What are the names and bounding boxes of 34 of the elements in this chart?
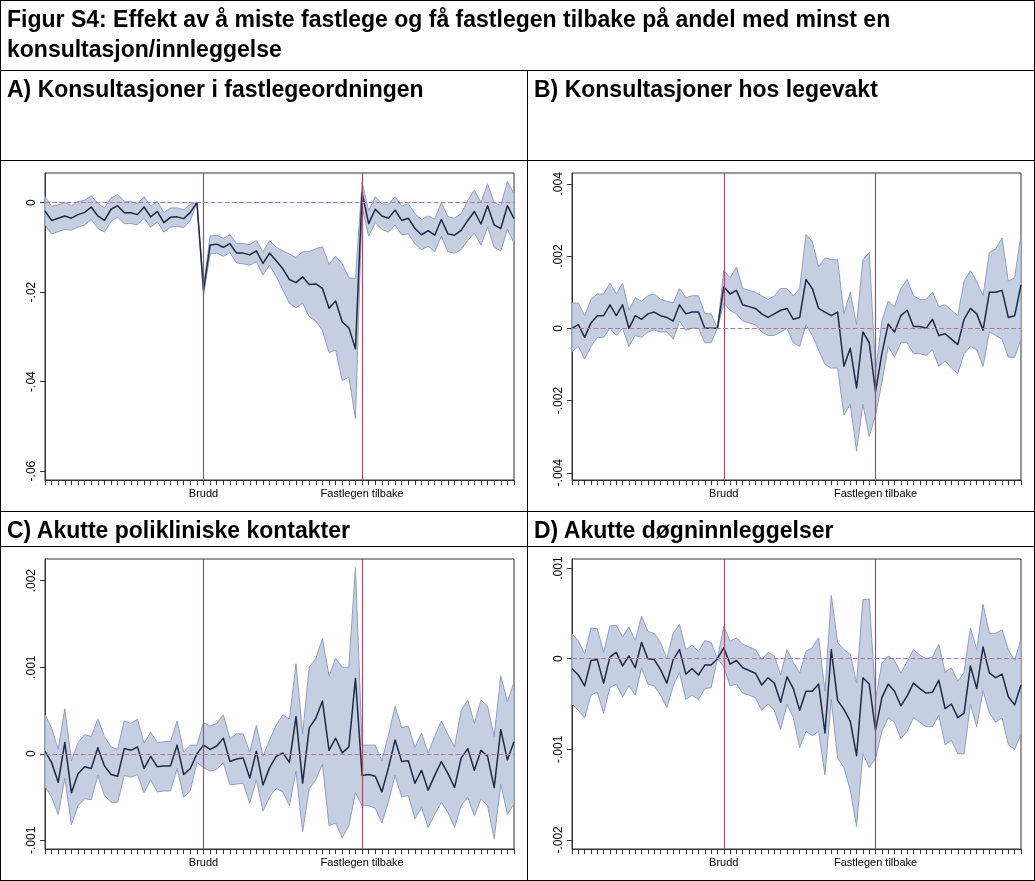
- y-tick-label: -.02: [24, 281, 38, 303]
- y-tick-label: 0: [24, 750, 38, 758]
- chart-title: Figur S4: Effekt av å miste fastlege og få fastlegen tilbake på andel med minst en konsultasjon/innleggelse: [0, 0, 1035, 71]
- y-tick-label: .004: [551, 171, 565, 196]
- y-tick-label: -.001: [24, 826, 38, 855]
- chart-subtitle: D) Akutte døgninnleggelser: [527, 511, 1035, 547]
- y-tick-label: .001: [551, 556, 565, 580]
- x-tick-label: Fastlegen tilbake: [833, 855, 918, 868]
- x-tick-label: Brudd: [188, 486, 219, 499]
- y-tick-label: -.004: [551, 458, 565, 487]
- y-tick-label: .002: [551, 244, 565, 268]
- x-tick-label: Fastlegen tilbake: [833, 486, 918, 499]
- x-tick-label: Fastlegen tilbake: [320, 486, 404, 499]
- chart-subtitle: A) Konsultasjoner i fastlegeordningen: [0, 70, 528, 161]
- y-tick-label: -.002: [551, 825, 565, 854]
- y-tick-label: -.002: [551, 386, 565, 415]
- chart-subtitle: C) Akutte polikliniske kontakter: [0, 511, 528, 547]
- line-series: [571, 278, 1022, 393]
- x-tick-label: Fastlegen tilbake: [320, 855, 404, 868]
- y-tick-label: -.06: [24, 460, 38, 482]
- line-series: [44, 191, 515, 350]
- y-tick-label: 0: [551, 655, 565, 663]
- y-tick-label: -.04: [24, 370, 38, 392]
- x-tick-label: Brudd: [709, 855, 739, 868]
- line-series: [44, 677, 515, 794]
- y-tick-label: 0: [551, 324, 565, 332]
- chart-subtitle: B) Konsultasjoner hos legevakt: [527, 70, 1035, 161]
- x-tick-label: Brudd: [188, 855, 219, 868]
- y-tick-label: -.001: [551, 735, 565, 763]
- x-tick-label: Brudd: [709, 486, 739, 499]
- line-series: [571, 641, 1022, 757]
- y-tick-label: .002: [24, 568, 38, 593]
- y-tick-label: 0: [24, 198, 38, 206]
- y-tick-label: .001: [24, 655, 38, 679]
